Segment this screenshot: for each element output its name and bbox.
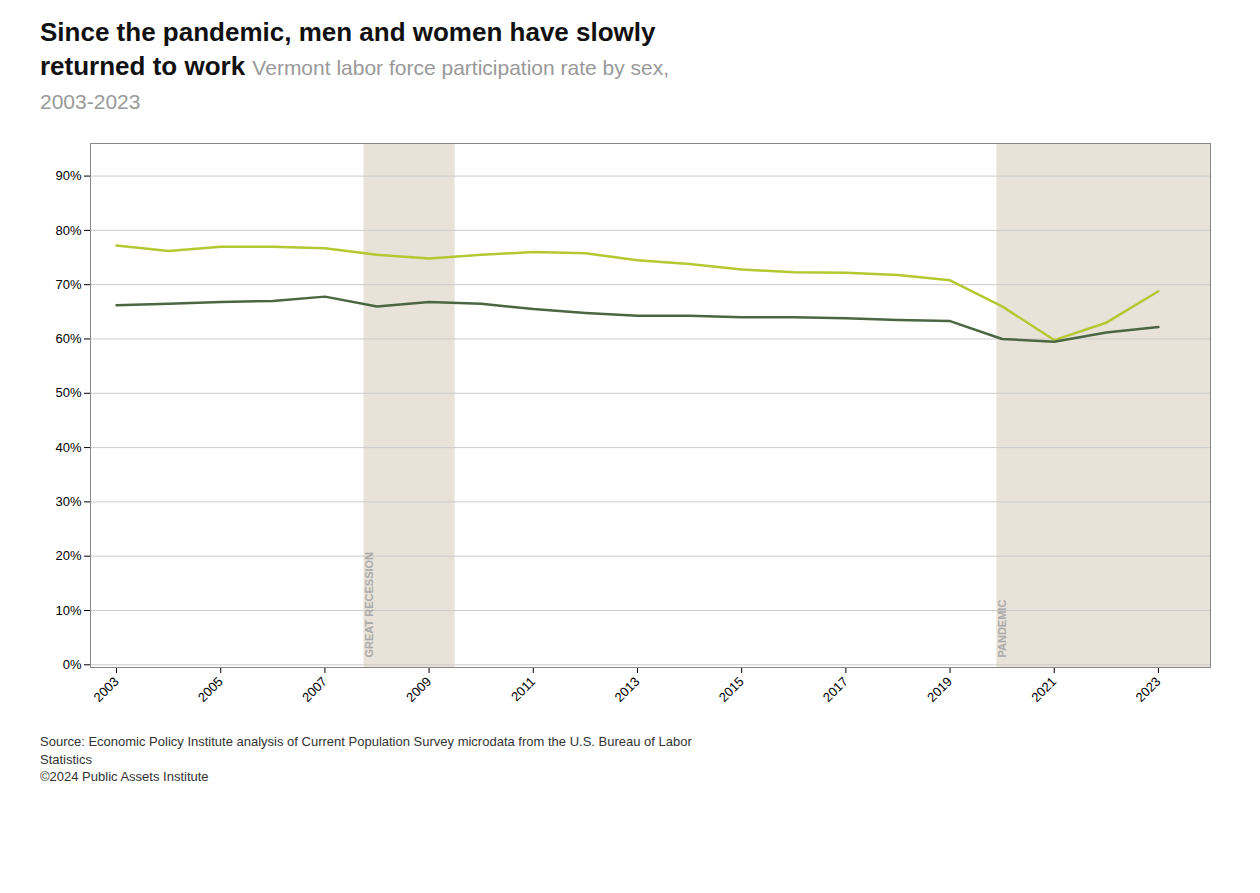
svg-text:60%: 60% bbox=[55, 332, 81, 347]
svg-text:80%: 80% bbox=[55, 223, 81, 238]
svg-text:2003: 2003 bbox=[91, 674, 122, 705]
svg-text:2007: 2007 bbox=[299, 674, 330, 705]
svg-text:2019: 2019 bbox=[924, 674, 955, 705]
svg-text:2015: 2015 bbox=[716, 674, 747, 705]
svg-text:2009: 2009 bbox=[403, 674, 434, 705]
svg-text:2013: 2013 bbox=[611, 674, 642, 705]
svg-text:PANDEMIC: PANDEMIC bbox=[996, 600, 1008, 658]
svg-text:0%: 0% bbox=[63, 657, 82, 672]
svg-text:10%: 10% bbox=[55, 603, 81, 618]
svg-text:2011: 2011 bbox=[508, 674, 538, 704]
svg-text:GREAT RECESSION: GREAT RECESSION bbox=[363, 552, 375, 658]
html-text:Source: Economic Policy Instit: Source: Economic Policy Institute analys… bbox=[40, 734, 692, 785]
svg-text:2023: 2023 bbox=[1132, 674, 1163, 705]
svg-text:2017: 2017 bbox=[820, 674, 851, 705]
svg-text:40%: 40% bbox=[55, 440, 81, 455]
svg-text:70%: 70% bbox=[55, 277, 81, 292]
svg-text:50%: 50% bbox=[55, 386, 81, 401]
html-text:Since the pandemic, men and wo: Since the pandemic, men and women have s… bbox=[40, 17, 670, 113]
svg-text:2021: 2021 bbox=[1028, 674, 1059, 705]
svg-text:90%: 90% bbox=[55, 169, 81, 184]
svg-text:20%: 20% bbox=[55, 549, 81, 564]
svg-text:2005: 2005 bbox=[195, 674, 226, 705]
svg-text:30%: 30% bbox=[55, 494, 81, 509]
